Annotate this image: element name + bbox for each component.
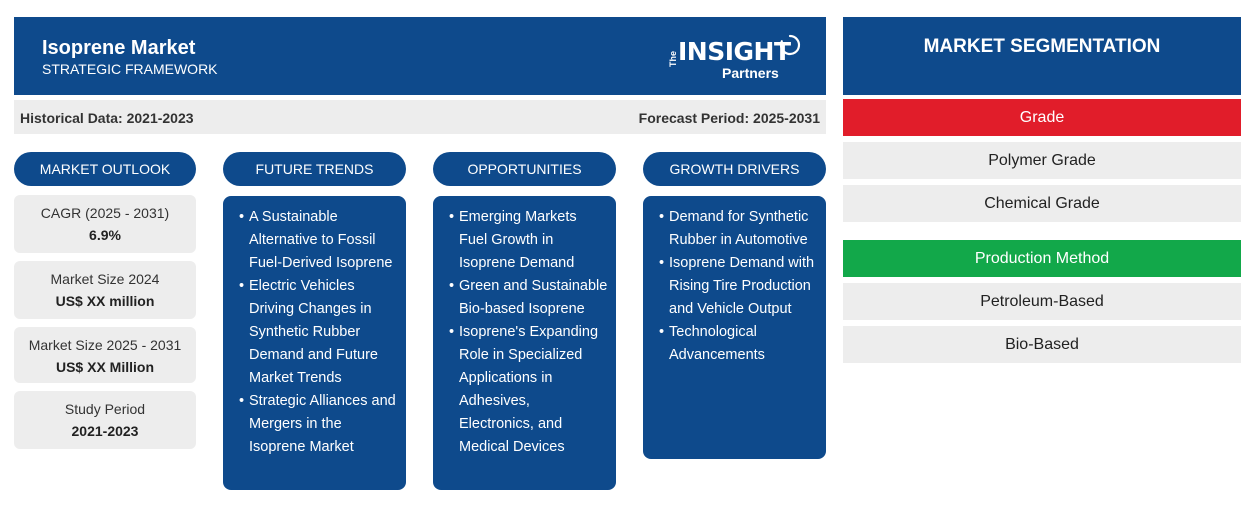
opportunities-heading: OPPORTUNITIES (433, 152, 616, 186)
opportunities-panel: Emerging Markets Fuel Growth in Isoprene… (433, 196, 616, 490)
market-size-2024-label: Market Size 2024 (50, 271, 160, 287)
growth-drivers-panel: Demand for Synthetic Rubber in Automotiv… (643, 196, 826, 459)
opportunities-list: Emerging Markets Fuel Growth in Isoprene… (449, 206, 608, 459)
study-period-label: Study Period (64, 401, 146, 417)
market-size-2024-card: Market Size 2024 US$ XX million (14, 261, 196, 319)
cagr-card: CAGR (2025 - 2031) 6.9% (14, 195, 196, 253)
insight-partners-logo: The INSIGHT Partners (666, 33, 804, 83)
growth-drivers-heading: GROWTH DRIVERS (643, 152, 826, 186)
segment-item-petroleum-based: Petroleum-Based (843, 283, 1241, 320)
list-item: Technological Advancements (659, 321, 818, 367)
logo-insight-text: INSIGHT (678, 37, 791, 66)
segment-item-chemical-grade: Chemical Grade (843, 185, 1241, 222)
forecast-period-label: Forecast Period: 2025-2031 (638, 110, 820, 126)
future-trends-heading: FUTURE TRENDS (223, 152, 406, 186)
period-bar: Historical Data: 2021-2023 Forecast Peri… (14, 100, 826, 134)
future-trends-list: A Sustainable Alternative to Fossil Fuel… (239, 206, 398, 459)
list-item: Emerging Markets Fuel Growth in Isoprene… (449, 206, 608, 275)
market-size-2024-value: US$ XX million (55, 293, 155, 309)
market-size-forecast-value: US$ XX Million (55, 359, 154, 375)
logo-partners-text: Partners (722, 65, 779, 81)
logo-the-text: The (668, 50, 678, 67)
market-size-forecast-label: Market Size 2025 - 2031 (28, 337, 182, 353)
segment-item-bio-based: Bio-Based (843, 326, 1241, 363)
study-period-card: Study Period 2021-2023 (14, 391, 196, 449)
list-item: Green and Sustainable Bio-based Isoprene (449, 275, 608, 321)
study-period-value: 2021-2023 (71, 423, 139, 439)
segment-item-polymer-grade: Polymer Grade (843, 142, 1241, 179)
list-item: Demand for Synthetic Rubber in Automotiv… (659, 206, 818, 252)
logo-swirl-icon (779, 34, 801, 56)
market-outlook-heading: MARKET OUTLOOK (14, 152, 196, 186)
growth-drivers-list: Demand for Synthetic Rubber in Automotiv… (659, 206, 818, 367)
page-subtitle: STRATEGIC FRAMEWORK (42, 61, 218, 77)
market-size-forecast-card: Market Size 2025 - 2031 US$ XX Million (14, 327, 196, 383)
market-segmentation-heading: MARKET SEGMENTATION (843, 17, 1241, 95)
list-item: Strategic Alliances and Mergers in the I… (239, 390, 398, 459)
list-item: A Sustainable Alternative to Fossil Fuel… (239, 206, 398, 275)
cagr-label: CAGR (2025 - 2031) (40, 205, 170, 221)
cagr-value: 6.9% (89, 227, 121, 243)
page-title: Isoprene Market (42, 37, 196, 59)
segment-category-grade: Grade (843, 99, 1241, 136)
list-item: Electric Vehicles Driving Changes in Syn… (239, 275, 398, 390)
list-item: Isoprene Demand with Rising Tire Product… (659, 252, 818, 321)
future-trends-panel: A Sustainable Alternative to Fossil Fuel… (223, 196, 406, 490)
list-item: Isoprene's Expanding Role in Specialized… (449, 321, 608, 459)
historical-data-label: Historical Data: 2021-2023 (20, 110, 194, 126)
header-banner: Isoprene Market STRATEGIC FRAMEWORK The … (14, 17, 826, 95)
segment-category-production-method: Production Method (843, 240, 1241, 277)
